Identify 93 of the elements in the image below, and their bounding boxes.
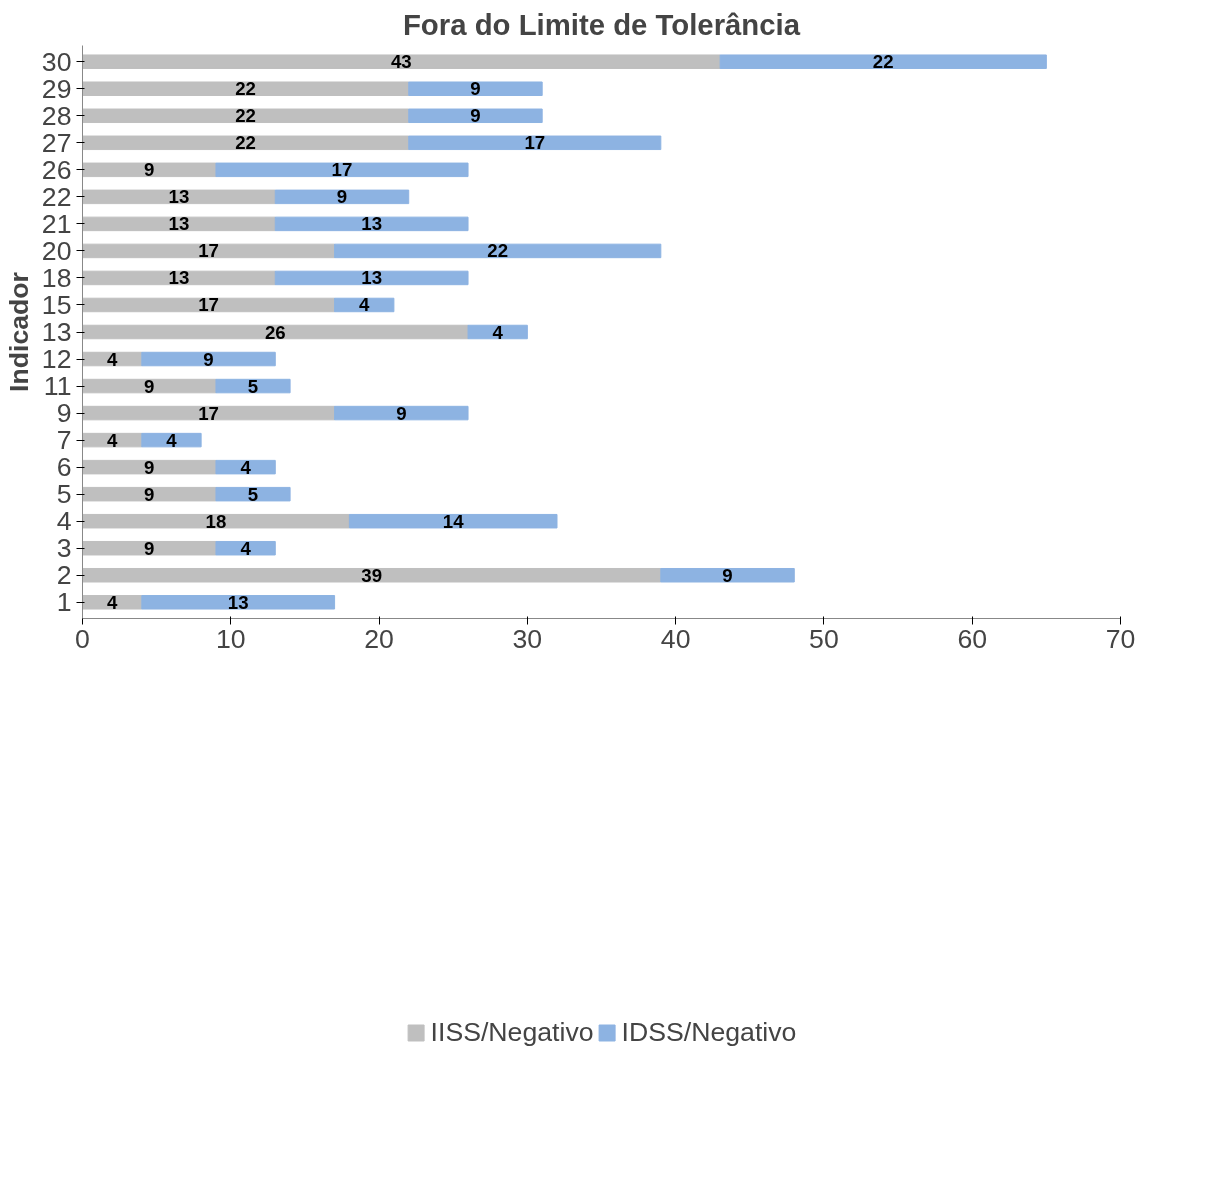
bar [82,135,410,151]
data-label: 22 [487,240,509,262]
data-label: 22 [235,105,256,127]
bar [82,568,662,583]
data-label: 13 [227,591,249,613]
data-label: 17 [198,294,219,316]
data-label: 43 [390,51,412,73]
data-label: 9 [144,537,155,559]
data-label: 13 [361,213,383,235]
bar [82,189,276,205]
data-label: 18 [205,510,227,532]
data-label: 17 [524,132,546,154]
bar [82,486,217,502]
bar [82,513,350,529]
bar [82,81,410,96]
bar [215,540,276,556]
y-axis-title: Indicador [3,272,34,392]
bar [82,405,336,421]
data-label: 9 [722,564,733,586]
data-label: 9 [144,375,155,397]
bar [141,351,276,367]
data-label: 13 [168,213,190,235]
chart-title: Fora do Limite de Tolerância [402,7,801,41]
bar [82,216,276,232]
data-label: 9 [396,402,407,424]
data-label: 9 [203,348,214,370]
bar [334,243,662,259]
x-tick-label: 40 [660,623,691,654]
data-label: 9 [336,186,348,208]
bar [82,270,276,286]
data-label: 5 [247,483,259,505]
data-label: 26 [264,321,286,343]
data-label: 4 [492,321,504,343]
data-label: 13 [168,267,190,289]
bar [408,81,543,96]
bar [82,108,410,124]
bar [82,378,217,394]
data-label: 4 [106,591,118,613]
data-label: 4 [166,429,178,451]
data-label: 17 [331,159,353,181]
bar [660,568,795,583]
data-label: 9 [144,483,155,505]
data-label: 9 [144,456,155,478]
bar [82,595,143,610]
bar [82,243,336,259]
bar [274,270,469,286]
bar [215,459,276,475]
bar [348,513,558,529]
bar [82,297,336,313]
bar [408,108,543,124]
bar [719,54,1047,69]
data-label: 17 [198,240,219,262]
bar [82,54,721,69]
bar [82,324,469,340]
data-label: 4 [240,537,252,559]
bar [141,432,202,448]
y-tick-label: 13 [41,317,72,347]
data-label: 4 [106,429,118,451]
x-tick-label: 70 [1105,623,1136,654]
x-tick-label: 60 [957,623,988,654]
legend-label: IDSS/Negativo [621,1016,797,1048]
x-tick-label: 0 [75,623,90,654]
data-label: 5 [247,375,259,397]
data-label: 4 [359,294,371,316]
bar [215,486,291,502]
data-label: 14 [442,510,465,532]
data-label: 22 [872,51,894,73]
data-label: 4 [240,456,252,478]
data-label: 9 [470,78,481,100]
data-label: 13 [361,267,383,289]
data-label: 39 [361,564,383,586]
data-label: 13 [168,186,190,208]
bar [274,189,410,205]
bar [274,216,469,232]
bar [334,405,469,421]
x-tick-label: 20 [364,623,394,654]
bar [82,162,217,178]
data-label: 4 [106,348,118,370]
data-label: 22 [235,78,256,100]
bar [82,459,217,475]
bar [82,432,143,448]
bar [408,135,662,151]
bar [82,540,217,556]
data-label: 17 [198,402,219,424]
legend-label: IISS/Negativo [430,1016,594,1048]
data-label: 9 [470,105,481,127]
data-label: 9 [144,159,155,181]
x-tick-label: 50 [809,623,839,654]
bar [141,595,336,610]
x-tick-label: 10 [215,623,246,654]
x-tick-label: 30 [512,623,543,654]
bar [215,162,469,178]
data-label: 22 [235,132,256,154]
